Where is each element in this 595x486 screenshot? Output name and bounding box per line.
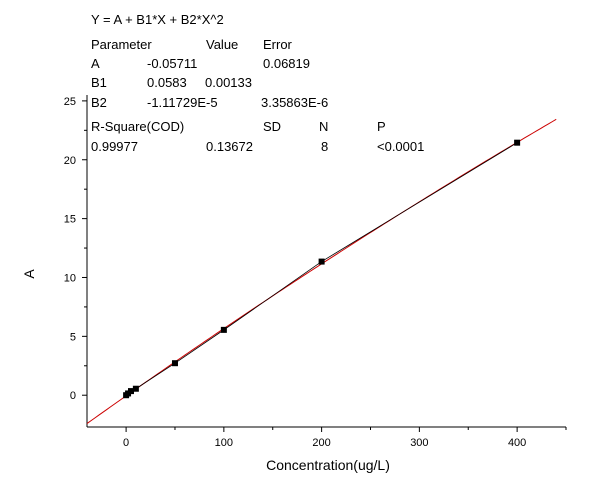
y-tick-label: 10 bbox=[64, 272, 76, 284]
y-tick-label: 5 bbox=[70, 331, 76, 343]
param-header-error: Error bbox=[263, 37, 293, 52]
param-b2-name: B2 bbox=[91, 95, 107, 110]
param-b2-error: 3.35863E-6 bbox=[261, 95, 328, 110]
stats-header-sd: SD bbox=[263, 119, 281, 134]
data-point bbox=[220, 326, 227, 333]
stats-value-rsquare: 0.99977 bbox=[91, 139, 138, 154]
x-tick-label: 100 bbox=[215, 437, 233, 449]
param-a-value: -0.05711 bbox=[147, 56, 197, 71]
fit-annotation: Y = A + B1*X + B2*X^2 Parameter Value Er… bbox=[91, 12, 424, 154]
stats-header-n: N bbox=[319, 119, 328, 134]
stats-value-n: 8 bbox=[321, 139, 328, 154]
x-tick-label: 400 bbox=[508, 437, 526, 449]
param-b1-value: 0.0583 bbox=[147, 75, 187, 90]
y-axis-label: A bbox=[21, 269, 37, 279]
stats-header-rsquare: R-Square(COD) bbox=[91, 119, 184, 134]
axes: 0 100 200 300 400 0 5 10 15 20 25 bbox=[64, 95, 567, 449]
param-b1-name: B1 bbox=[91, 75, 107, 90]
param-b2-value: -1.11729E-5 bbox=[147, 95, 218, 110]
stats-header-p: P bbox=[377, 119, 386, 134]
x-tick-label: 300 bbox=[410, 437, 428, 449]
param-header-parameter: Parameter bbox=[91, 37, 152, 52]
y-tick-label: 0 bbox=[70, 390, 76, 402]
x-tick-label: 0 bbox=[123, 437, 129, 449]
stats-value-sd: 0.13672 bbox=[206, 139, 253, 154]
data-point bbox=[318, 258, 325, 265]
param-a-error: 0.06819 bbox=[263, 56, 310, 71]
data-point bbox=[171, 360, 178, 367]
stats-value-p: <0.0001 bbox=[377, 139, 424, 154]
data-line bbox=[125, 142, 518, 396]
data-point bbox=[132, 385, 139, 392]
y-tick-label: 20 bbox=[64, 155, 76, 167]
data-point bbox=[127, 388, 134, 395]
data-point bbox=[514, 139, 521, 146]
param-header-value: Value bbox=[206, 37, 238, 52]
data-points bbox=[123, 139, 521, 399]
x-axis-label: Concentration(ug/L) bbox=[266, 457, 390, 473]
y-tick-label: 25 bbox=[64, 96, 76, 108]
fit-lines bbox=[86, 118, 557, 424]
param-b1-error: 0.00133 bbox=[205, 75, 252, 90]
y-tick-label: 15 bbox=[64, 214, 76, 226]
x-tick-label: 200 bbox=[312, 437, 330, 449]
fit-equation: Y = A + B1*X + B2*X^2 bbox=[91, 12, 224, 27]
param-a-name: A bbox=[91, 56, 100, 71]
fit-curve bbox=[86, 118, 557, 424]
